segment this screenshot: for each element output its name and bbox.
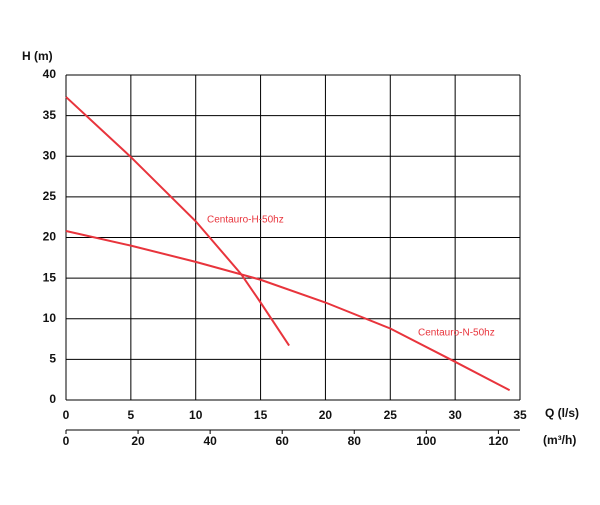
x2-tick-label: 60 [276, 434, 290, 448]
y-tick-label: 30 [43, 148, 57, 162]
y-tick-label: 5 [49, 352, 56, 366]
x-tick-label: 30 [448, 408, 462, 422]
series-label: Centauro-N-50hz [418, 328, 495, 339]
y-tick-label: 35 [43, 108, 57, 122]
x2-tick-label: 0 [63, 434, 70, 448]
series-label: Centauro-H-50hz [207, 215, 284, 226]
y-tick-label: 15 [43, 270, 57, 284]
x2-tick-label: 20 [131, 434, 145, 448]
y-axis-label: H (m) [22, 49, 53, 63]
y-tick-label: 0 [49, 392, 56, 406]
x-tick-label: 35 [513, 408, 527, 422]
x-tick-label: 0 [63, 408, 70, 422]
x-tick-label: 15 [254, 408, 268, 422]
series-line [65, 96, 290, 347]
x2-tick-label: 120 [488, 434, 508, 448]
y-tick-label: 40 [43, 67, 57, 81]
x2-tick-label: 100 [416, 434, 436, 448]
x2-axis-label: (m³/h) [543, 433, 576, 447]
y-tick-label: 10 [43, 311, 57, 325]
x-axis-label: Q (l/s) [545, 406, 579, 420]
series-line [65, 230, 511, 392]
x2-tick-label: 80 [348, 434, 362, 448]
x-tick-label: 5 [128, 408, 135, 422]
x-tick-label: 10 [189, 408, 203, 422]
y-tick-label: 20 [43, 230, 57, 244]
x-tick-label: 25 [384, 408, 398, 422]
y-tick-label: 25 [43, 189, 57, 203]
x-tick-label: 20 [319, 408, 333, 422]
x2-tick-label: 40 [203, 434, 217, 448]
